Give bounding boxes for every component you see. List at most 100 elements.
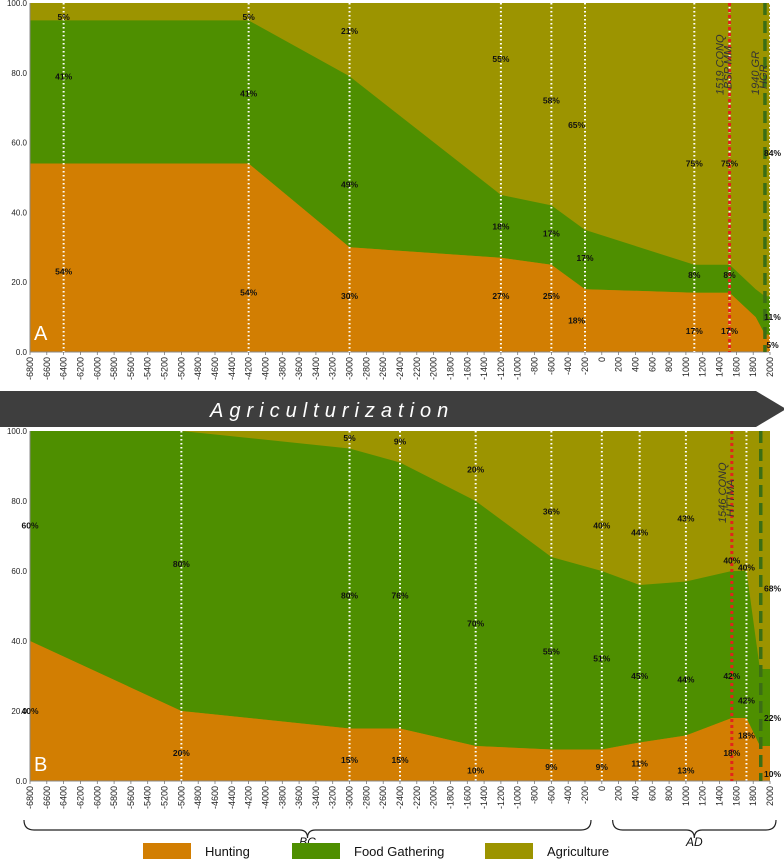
legend: Hunting Food Gathering Agriculture [143,843,609,859]
panel-letter: A [34,323,48,345]
event-label: 1519 CONQ [715,34,727,95]
percent-label: 51% [593,654,610,664]
x-tick-label: -4000 [260,357,270,380]
banner-arrow-icon [0,391,784,427]
percent-label: 58% [543,96,560,106]
x-tick-label: -3200 [328,357,338,380]
x-tick-label: 1200 [698,357,708,377]
x-tick-label: -1600 [462,786,472,809]
y-tick-label: 80.0 [11,497,27,506]
x-tick-label: -400 [563,786,573,804]
era-label: AD [685,835,703,849]
x-tick-label: -2800 [361,357,371,380]
x-tick-label: -2600 [378,786,388,809]
percent-label: 76% [391,591,408,601]
percent-label: 18% [492,221,509,231]
percent-label: 11% [631,759,648,769]
x-tick-label: -6800 [25,786,35,809]
x-tick-label: -2200 [412,357,422,380]
event-sublabel: HTTMA [725,479,737,517]
x-tick-label: -3000 [345,357,355,380]
x-tick-label: -4000 [260,786,270,809]
x-tick-label: -5200 [160,357,170,380]
percent-label: 70% [467,619,484,629]
percent-label: 42% [738,696,755,706]
x-tick-label: -600 [546,786,556,804]
x-tick-label: -6200 [75,786,85,809]
x-tick-label: -5200 [160,786,170,809]
y-tick-label: 60.0 [11,567,27,576]
agriculturization-banner: Agriculturization [0,391,784,427]
x-tick-label: 0 [597,357,607,362]
x-tick-label: 1400 [715,786,725,806]
x-tick-label: -4400 [227,786,237,809]
x-tick-label: -400 [563,357,573,375]
y-tick-label: 20.0 [11,278,27,287]
x-tick-label: -3800 [277,786,287,809]
x-tick-label: -1400 [479,357,489,380]
legend-swatch-gathering [292,843,340,859]
legend-label-hunting: Hunting [205,844,250,859]
percent-label: 21% [341,26,358,36]
percent-label: 27% [492,291,509,301]
x-tick-label: -4400 [227,357,237,380]
x-tick-label: -4200 [244,786,254,809]
x-tick-label: 1600 [731,357,741,377]
x-tick-label: -1600 [462,357,472,380]
y-tick-label: 20.0 [11,707,27,716]
x-tick-label: 800 [664,786,674,801]
percent-label: 22% [764,713,781,723]
area-food-gathering-panel-b [30,431,770,750]
percent-label: 44% [631,528,648,538]
x-tick-label: -6400 [59,357,69,380]
x-tick-label: 200 [614,357,624,372]
percent-label: 18% [723,748,740,758]
percent-label: 40% [738,563,755,573]
x-tick-label: 1000 [681,786,691,806]
y-tick-label: 0.0 [16,777,28,786]
percent-label: 5% [343,433,356,443]
percent-label: 40% [723,556,740,566]
x-tick-label: -1000 [513,357,523,380]
percent-label: 42% [723,671,740,681]
x-tick-label: -200 [580,786,590,804]
x-tick-label: -6600 [42,786,52,809]
x-tick-label: -5000 [176,357,186,380]
event-label: 1546 CONQ [717,462,729,523]
x-tick-label: 400 [630,786,640,801]
x-tick-label: -4200 [244,357,254,380]
x-tick-label: -1200 [496,357,506,380]
percent-label: 5% [57,12,70,22]
percent-label: 54% [55,267,72,277]
percent-label: 5% [242,12,255,22]
percent-label: 11% [764,312,781,322]
percent-label: 80% [173,559,190,569]
x-tick-label: 400 [630,357,640,372]
x-tick-label: -5400 [143,786,153,809]
percent-label: 9% [545,762,558,772]
percent-label: 30% [341,291,358,301]
x-tick-label: 1400 [715,357,725,377]
percent-label: 10% [764,769,781,779]
legend-swatch-agriculture [485,843,533,859]
percent-label: 65% [568,120,585,130]
x-tick-label: -5000 [176,786,186,809]
banner-label: Agriculturization [209,400,454,422]
percent-label: 75% [721,159,738,169]
x-tick-label: 1000 [681,357,691,377]
x-tick-label: -4600 [210,357,220,380]
event-sublabel: BSP MM [723,45,735,89]
percent-label: 44% [677,675,694,685]
x-tick-label: -600 [546,357,556,375]
percent-label: 15% [391,755,408,765]
y-tick-label: 40.0 [11,208,27,217]
percent-label: 40% [593,521,610,531]
percent-label: 84% [764,148,781,158]
x-tick-label: 1800 [748,357,758,377]
area-hunting-panel-b [30,641,770,781]
legend-swatch-hunting [143,843,191,859]
x-tick-label: -1400 [479,786,489,809]
percent-label: 25% [543,291,560,301]
